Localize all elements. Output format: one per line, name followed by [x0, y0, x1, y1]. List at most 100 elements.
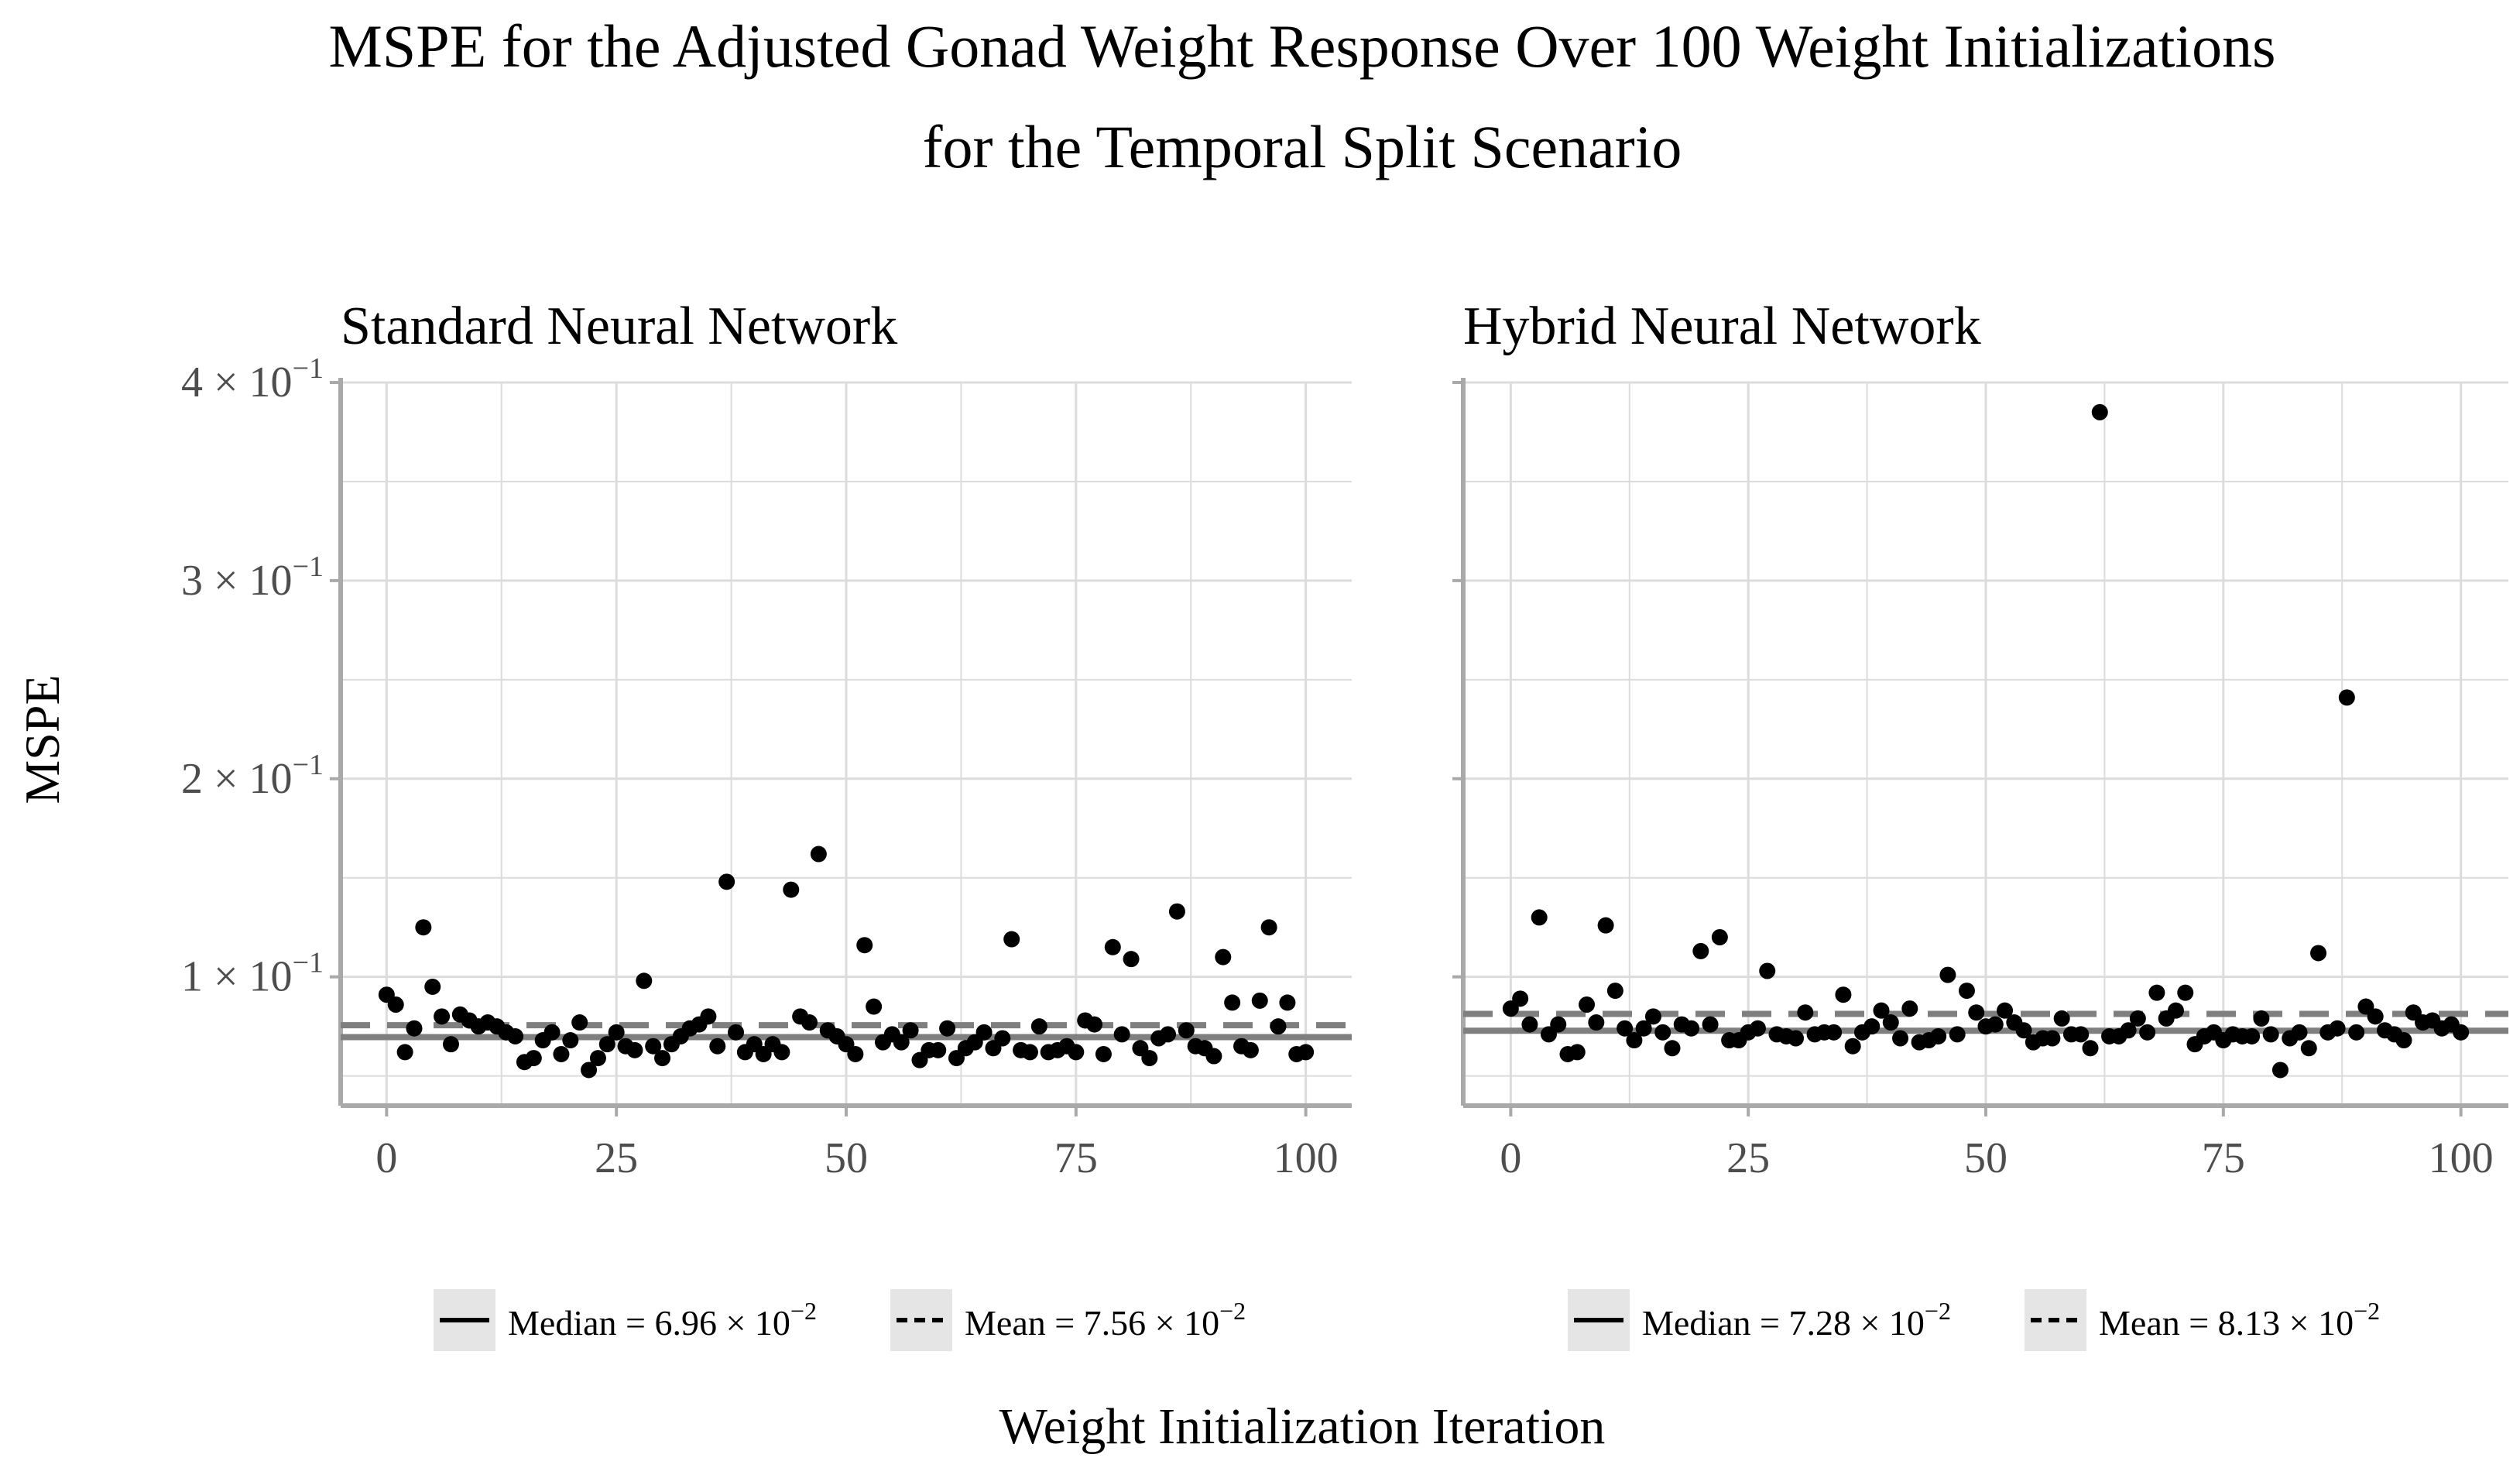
y-tick-exponent: −1	[293, 352, 324, 385]
y-tick-mantissa: 1 × 10	[181, 953, 293, 1001]
data-point	[718, 873, 735, 890]
legend: Median = 6.96 × 10−2 Mean = 7.56 × 10−2	[434, 1289, 1246, 1351]
gridlines	[1463, 381, 2508, 1106]
x-tick-label: 25	[1726, 1134, 1770, 1182]
legend-median-text: Median = 7.28 × 10	[1642, 1303, 1925, 1343]
legend-mean-exponent: −2	[1219, 1297, 1246, 1325]
data-point	[902, 1022, 919, 1039]
data-point	[543, 1024, 561, 1041]
data-point	[1626, 1032, 1643, 1049]
data-point	[1251, 992, 1268, 1009]
data-point	[2395, 1032, 2412, 1049]
legend-median-text: Median = 6.96 × 10	[508, 1303, 790, 1343]
data-point	[1958, 983, 1975, 1000]
data-point	[1654, 1024, 1671, 1041]
data-point	[1683, 1020, 1700, 1037]
legend-label-median: Median = 6.96 × 10−2	[508, 1297, 817, 1343]
data-point	[1826, 1024, 1843, 1041]
x-tick-label: 25	[595, 1134, 638, 1182]
data-point	[1569, 1044, 1586, 1061]
data-point	[1617, 1020, 1634, 1037]
legend-median-exponent: −2	[1925, 1297, 1951, 1325]
data-point	[415, 919, 432, 936]
data-point	[2177, 984, 2194, 1001]
data-point	[2253, 1010, 2270, 1027]
data-point	[1279, 994, 1296, 1011]
data-point	[434, 1008, 451, 1025]
data-point	[1205, 1048, 1222, 1065]
data-point	[626, 1041, 643, 1058]
x-axis-label: Weight Initialization Iteration	[999, 1398, 1606, 1455]
data-point	[2291, 1024, 2308, 1041]
data-point	[2348, 1024, 2365, 1041]
data-point	[1987, 1016, 2004, 1033]
data-point	[930, 1041, 947, 1058]
x-tick-label: 75	[1054, 1134, 1098, 1182]
data-point	[1949, 1026, 1966, 1043]
data-point	[1644, 1008, 1661, 1025]
y-tick-label: 1 × 10−1	[181, 947, 324, 1001]
data-point	[893, 1034, 910, 1051]
x-tick-label: 75	[2202, 1134, 2245, 1182]
data-point	[1104, 938, 1121, 955]
data-point	[1095, 1045, 1112, 1062]
data-point	[2453, 1024, 2470, 1041]
data-point	[1702, 1016, 1719, 1033]
panel-title: Hybrid Neural Network	[1463, 297, 1981, 356]
data-point	[1759, 962, 1776, 979]
data-point	[1068, 1044, 1085, 1061]
data-point	[1939, 966, 1956, 983]
data-point	[1298, 1044, 1315, 1061]
data-point	[2129, 1010, 2146, 1027]
data-point	[589, 1050, 606, 1067]
data-point	[2091, 403, 2108, 420]
data-point	[1141, 1050, 1158, 1067]
data-point	[1901, 1000, 1918, 1017]
data-point	[1711, 928, 1728, 945]
data-point	[1863, 1018, 1881, 1035]
data-point	[2044, 1030, 2061, 1047]
y-axis-label: MSPE	[15, 674, 70, 804]
data-point	[581, 1062, 598, 1079]
data-point	[1123, 951, 1140, 968]
data-point	[856, 937, 873, 954]
data-point	[1531, 909, 1548, 926]
data-point	[598, 1036, 615, 1053]
data-point	[424, 978, 441, 995]
data-point	[562, 1032, 579, 1049]
data-point	[2139, 1024, 2156, 1041]
data-point	[553, 1045, 570, 1062]
data-point	[1892, 1030, 1909, 1047]
x-tick-label: 100	[2429, 1134, 2494, 1182]
data-point	[801, 1014, 818, 1031]
data-point	[525, 1050, 542, 1067]
data-point	[1021, 1044, 1038, 1061]
data-point	[1113, 1026, 1130, 1043]
data-point	[1597, 917, 1614, 934]
data-point	[1749, 1020, 1766, 1037]
data-point	[1178, 1022, 1195, 1039]
data-point	[1835, 986, 1852, 1003]
data-point	[1242, 1041, 1259, 1058]
data-point	[1086, 1016, 1103, 1033]
data-point	[773, 1044, 790, 1061]
data-point	[396, 1044, 413, 1061]
data-point	[1873, 1002, 1890, 1019]
x-tick-label: 0	[375, 1134, 397, 1182]
data-point	[1550, 1016, 1567, 1033]
data-point	[2082, 1040, 2099, 1057]
data-point	[2300, 1040, 2317, 1057]
legend: Median = 7.28 × 10−2 Mean = 8.13 × 10−2	[1568, 1289, 2380, 1351]
y-tick-mantissa: 2 × 10	[181, 755, 293, 803]
data-point	[571, 1014, 588, 1031]
x-tick-label: 0	[1500, 1134, 1521, 1182]
data-point	[994, 1030, 1011, 1047]
data-point	[939, 1020, 956, 1037]
data-point	[1579, 996, 1596, 1013]
data-point	[810, 845, 827, 863]
data-point	[1788, 1030, 1805, 1047]
data-point	[1215, 948, 1232, 966]
data-point	[2329, 1020, 2346, 1037]
